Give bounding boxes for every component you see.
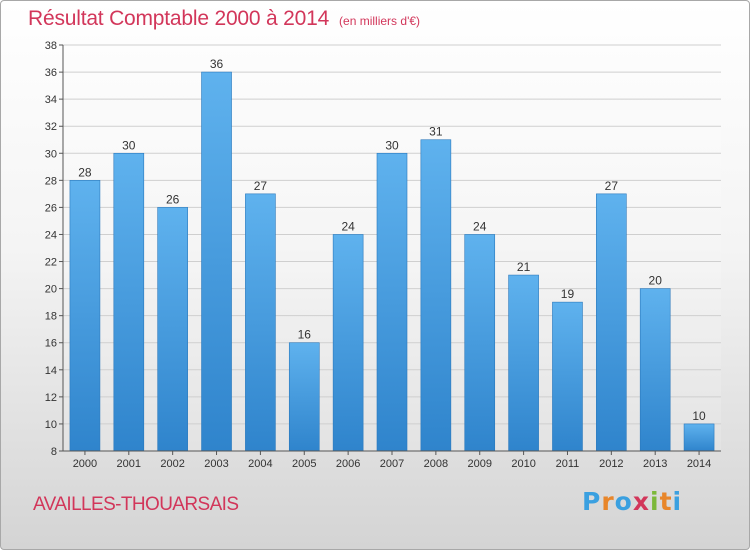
x-tick-label: 2013 — [643, 458, 667, 470]
y-tick-label: 10 — [45, 419, 57, 431]
proxiti-logo: Proxiti — [582, 487, 682, 516]
data-label: 30 — [122, 138, 136, 152]
y-tick-label: 22 — [45, 257, 57, 269]
y-tick-label: 12 — [45, 392, 57, 404]
logo-letter: r — [601, 487, 615, 516]
data-label: 21 — [517, 260, 531, 274]
y-tick-label: 36 — [45, 67, 57, 79]
bar — [201, 71, 232, 452]
bar — [332, 234, 364, 452]
logo-letter: P — [582, 487, 602, 516]
bar — [464, 234, 496, 452]
x-tick-label: 2014 — [687, 458, 711, 470]
data-label: 10 — [692, 409, 706, 423]
logo-letter: t — [659, 487, 673, 516]
data-label: 24 — [341, 219, 355, 233]
y-tick-label: 26 — [45, 202, 57, 214]
x-tick-label: 2008 — [424, 458, 448, 470]
data-label: 20 — [649, 274, 663, 288]
x-tick-label: 2003 — [204, 458, 228, 470]
y-tick-label: 32 — [45, 121, 57, 133]
bar — [596, 193, 627, 452]
data-label: 28 — [78, 165, 92, 179]
bar — [376, 152, 408, 452]
data-label: 36 — [210, 57, 224, 71]
y-tick-label: 16 — [45, 338, 57, 350]
logo-letter: o — [614, 487, 633, 516]
bar — [683, 423, 715, 452]
x-tick-label: 2009 — [467, 458, 491, 470]
x-tick-label: 2004 — [248, 458, 272, 470]
x-tick-label: 2010 — [511, 458, 535, 470]
title-unit: (en milliers d'€) — [339, 14, 421, 28]
bar — [113, 152, 145, 452]
data-label: 27 — [605, 179, 619, 193]
y-tick-label: 18 — [45, 311, 57, 323]
x-tick-label: 2002 — [160, 458, 184, 470]
title-text: Résultat Comptable 2000 à 2014 — [28, 7, 330, 30]
data-label: 31 — [429, 125, 443, 139]
y-tick-label: 28 — [45, 175, 57, 187]
x-tick-label: 2006 — [336, 458, 360, 470]
chart-title: Résultat Comptable 2000 à 2014 (en millie… — [28, 7, 420, 31]
logo-letter: x — [632, 487, 650, 516]
logo-letter: i — [650, 487, 660, 516]
data-label: 26 — [166, 192, 180, 206]
bar — [157, 207, 188, 452]
y-tick-label: 30 — [45, 148, 57, 160]
bar — [420, 139, 452, 452]
bar — [639, 288, 671, 452]
x-tick-label: 2000 — [73, 458, 97, 470]
bar — [508, 274, 539, 452]
y-tick-label: 20 — [45, 284, 57, 296]
town-name: AVAILLES-THOUARSAIS — [33, 494, 239, 515]
y-tick-label: 14 — [45, 365, 57, 377]
data-label: 30 — [385, 138, 399, 152]
y-tick-label: 34 — [45, 94, 57, 106]
data-label: 24 — [473, 219, 487, 233]
bar — [288, 342, 320, 452]
logo-letter: i — [672, 487, 683, 516]
x-tick-label: 2007 — [380, 458, 404, 470]
x-tick-label: 2011 — [556, 458, 580, 470]
y-tick-label: 38 — [45, 40, 57, 52]
data-label: 27 — [254, 179, 268, 193]
y-tick-label: 8 — [51, 446, 57, 458]
bar — [552, 301, 583, 452]
data-label: 16 — [298, 328, 312, 342]
bar — [69, 180, 101, 452]
bar — [245, 193, 276, 452]
x-tick-label: 2005 — [292, 458, 316, 470]
data-label: 19 — [561, 287, 575, 301]
x-tick-label: 2001 — [117, 458, 141, 470]
y-tick-label: 24 — [45, 229, 57, 241]
x-tick-label: 2012 — [599, 458, 623, 470]
